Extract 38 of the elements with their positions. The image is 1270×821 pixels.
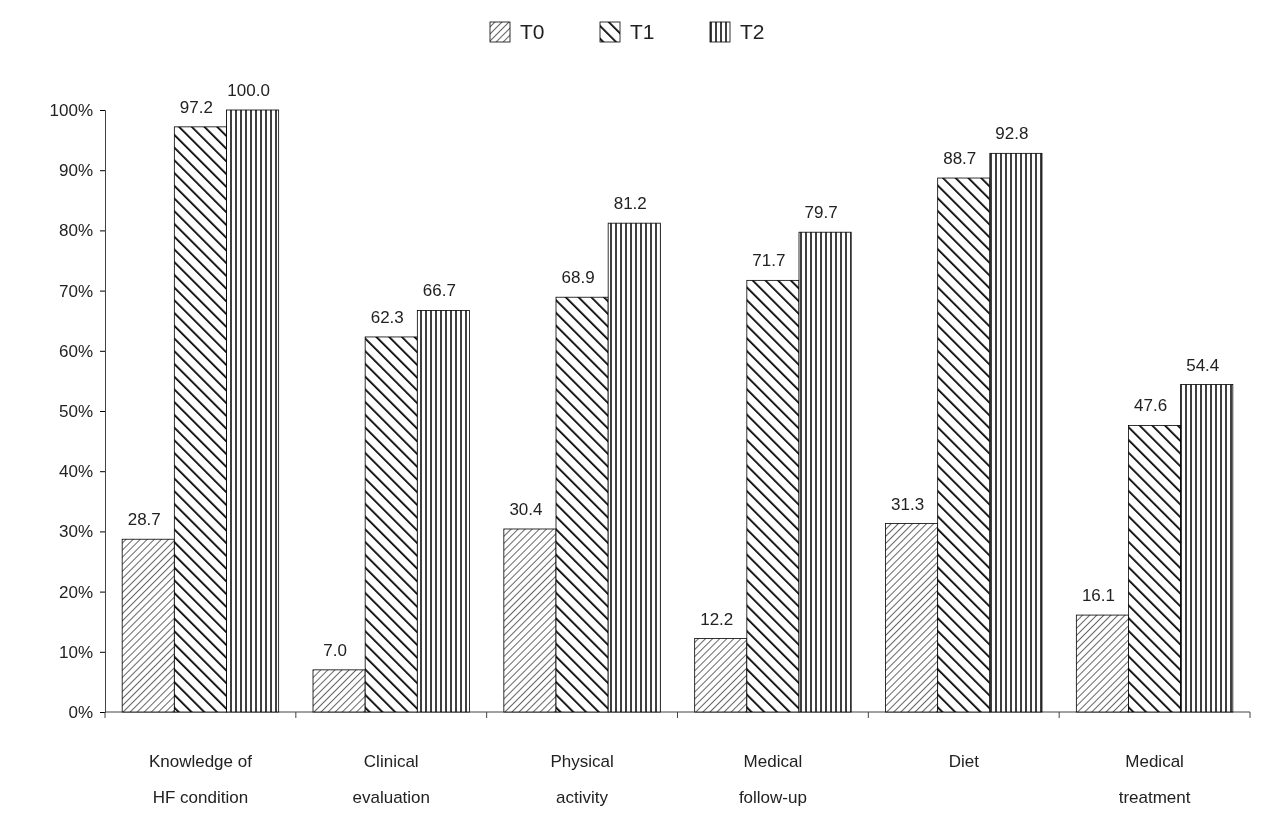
data-label: 31.3 — [891, 494, 925, 514]
data-label: 92.8 — [995, 124, 1029, 144]
x-tick-label: Medical follow-up — [738, 752, 807, 807]
data-label: 81.2 — [613, 194, 647, 214]
data-label: 54.4 — [1186, 355, 1220, 375]
y-tick-label: 60% — [58, 341, 93, 361]
y-tick-label: 70% — [58, 281, 93, 301]
data-label: 68.9 — [561, 268, 595, 288]
y-tick-label: 90% — [58, 161, 93, 181]
x-tick-label: Medical treatment — [1118, 752, 1191, 807]
data-label: 97.2 — [179, 97, 213, 117]
data-label: 66.7 — [422, 281, 456, 301]
y-tick-label: 30% — [58, 522, 93, 542]
legend-label: T1 — [630, 20, 655, 43]
y-tick-label: 50% — [58, 401, 93, 421]
data-label: 28.7 — [127, 510, 161, 530]
legend-label: T2 — [740, 20, 765, 43]
legend-label: T0 — [520, 20, 545, 43]
x-tick-label: Knowledge of HF condition — [148, 752, 253, 807]
data-label: 30.4 — [509, 499, 543, 519]
x-tick-label: Physical activity — [550, 752, 614, 807]
data-label: 100.0 — [227, 81, 270, 100]
y-tick-label: 40% — [58, 462, 93, 482]
x-tick-label: Diet — [948, 752, 980, 771]
data-label: 79.7 — [804, 203, 838, 223]
data-label: 16.1 — [1081, 586, 1115, 606]
x-tick-label: Clinical evaluation — [352, 752, 431, 807]
y-tick-label: 0% — [68, 702, 93, 722]
data-label: 62.3 — [370, 307, 404, 327]
y-tick-label: 100% — [49, 100, 93, 120]
y-tick-label: 10% — [58, 642, 93, 662]
data-label: 12.2 — [700, 609, 734, 629]
data-label: 47.6 — [1134, 396, 1168, 416]
y-tick-label: 80% — [58, 221, 93, 241]
data-label: 7.0 — [323, 640, 347, 660]
data-label: 88.7 — [943, 149, 977, 169]
data-label: 71.7 — [752, 251, 786, 271]
y-tick-label: 20% — [58, 582, 93, 602]
